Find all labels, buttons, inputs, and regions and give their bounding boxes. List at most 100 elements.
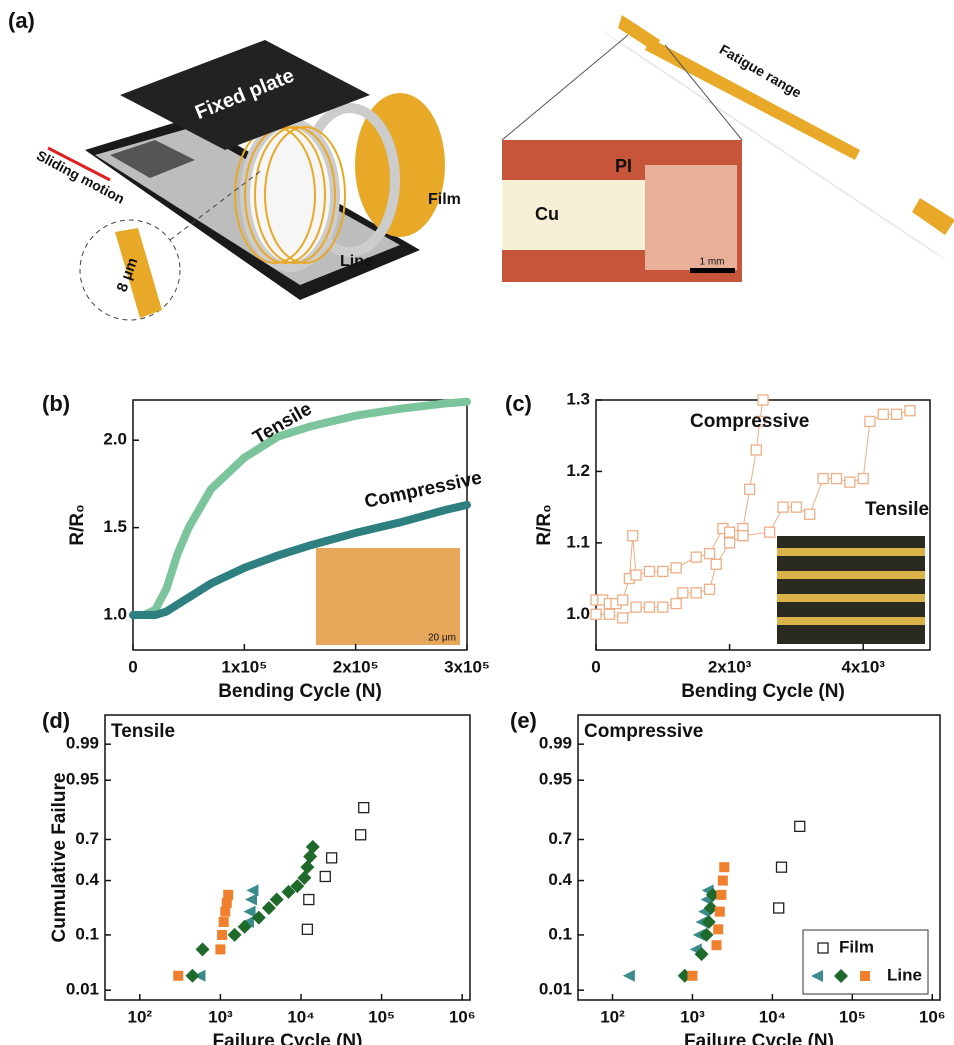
- marker: [591, 609, 601, 619]
- marker: [618, 613, 628, 623]
- series-label: Compressive: [690, 411, 809, 432]
- marker: [671, 599, 681, 609]
- x-tick-label: 10⁴: [759, 1007, 786, 1026]
- marker: [712, 940, 722, 950]
- marker: [623, 970, 635, 982]
- marker: [774, 903, 784, 913]
- series-label: Tensile: [250, 398, 316, 448]
- label: Cu: [535, 204, 559, 224]
- label: Film: [428, 191, 461, 208]
- y-axis-label: R/R₀: [67, 504, 88, 545]
- y-tick-label: 1.2: [566, 461, 590, 480]
- marker: [644, 566, 654, 576]
- x-tick-label: 3x10⁵: [444, 657, 490, 676]
- marker: [725, 527, 735, 537]
- marker: [818, 474, 828, 484]
- marker: [719, 862, 729, 872]
- y-tick-label: 0.7: [548, 829, 572, 848]
- marker: [831, 474, 841, 484]
- line-array: [645, 165, 737, 270]
- x-tick-label: 0: [128, 657, 137, 676]
- y-tick-label: 0.95: [66, 770, 99, 789]
- marker: [878, 409, 888, 419]
- marker: [765, 527, 775, 537]
- y-tick-label: 0.99: [539, 734, 572, 753]
- marker: [631, 570, 641, 580]
- marker: [778, 502, 788, 512]
- marker: [791, 502, 801, 512]
- marker: [905, 406, 915, 416]
- marker: [306, 840, 320, 854]
- plot-frame: [105, 715, 470, 1000]
- marker: [658, 602, 668, 612]
- marker: [300, 860, 314, 874]
- marker: [215, 944, 225, 954]
- panel-label: (d): [42, 708, 70, 733]
- marker: [304, 895, 314, 905]
- marker: [303, 850, 317, 864]
- marker: [658, 566, 668, 576]
- x-tick-label: 10⁶: [919, 1007, 946, 1026]
- marker: [700, 928, 714, 942]
- x-axis-label: Bending Cycle (N): [218, 681, 382, 702]
- x-tick-label: 0: [591, 657, 600, 676]
- panel-label: (b): [42, 391, 70, 416]
- marker: [845, 477, 855, 487]
- marker: [302, 924, 312, 934]
- marker: [713, 924, 723, 934]
- marker: [185, 969, 199, 983]
- marker: [725, 538, 735, 548]
- marker: [678, 588, 688, 598]
- marker: [691, 588, 701, 598]
- marker: [196, 942, 210, 956]
- cu-pad: [502, 180, 652, 250]
- marker: [245, 894, 257, 906]
- y-tick-label: 0.1: [548, 924, 572, 943]
- marker: [705, 549, 715, 559]
- marker: [865, 416, 875, 426]
- x-tick-label: 10²: [128, 1007, 153, 1026]
- panel-label: (e): [510, 708, 537, 733]
- marker: [776, 862, 786, 872]
- marker: [356, 830, 366, 840]
- x-tick-label: 10²: [600, 1007, 625, 1026]
- marker: [745, 484, 755, 494]
- marker: [751, 445, 761, 455]
- y-tick-label: 0.7: [75, 829, 99, 848]
- x-axis-label: Failure Cycle (N): [213, 1031, 363, 1045]
- marker: [327, 853, 337, 863]
- y-tick-label: 0.01: [66, 980, 99, 999]
- label: 1 mm: [700, 257, 725, 268]
- marker: [716, 890, 726, 900]
- marker: [246, 884, 258, 896]
- marker: [631, 602, 641, 612]
- zoom-line: [502, 35, 628, 140]
- marker: [320, 871, 330, 881]
- marker: [705, 584, 715, 594]
- x-axis-label: Failure Cycle (N): [684, 1031, 834, 1045]
- chart-title: Compressive: [584, 721, 703, 742]
- marker: [223, 890, 233, 900]
- x-tick-label: 10⁴: [287, 1007, 314, 1026]
- legend-label: Film: [839, 937, 874, 956]
- series-label: Tensile: [865, 499, 929, 520]
- marker: [715, 907, 725, 917]
- y-tick-label: 0.01: [539, 980, 572, 999]
- x-tick-label: 10³: [208, 1007, 233, 1026]
- marker: [758, 395, 768, 405]
- label: PI: [615, 156, 632, 176]
- pad: [912, 198, 954, 235]
- marker: [217, 930, 227, 940]
- annotation: 20 μm: [428, 633, 456, 644]
- y-tick-label: 0.4: [548, 870, 572, 889]
- marker: [228, 928, 242, 942]
- marker: [805, 509, 815, 519]
- y-tick-label: 1.0: [566, 604, 590, 623]
- x-tick-label: 4x10³: [841, 657, 885, 676]
- y-tick-label: 0.1: [75, 924, 99, 943]
- marker: [718, 876, 728, 886]
- y-tick-label: 0.4: [75, 870, 99, 889]
- x-tick-label: 10⁵: [839, 1007, 866, 1026]
- marker: [219, 917, 229, 927]
- legend-label: Line: [887, 965, 922, 984]
